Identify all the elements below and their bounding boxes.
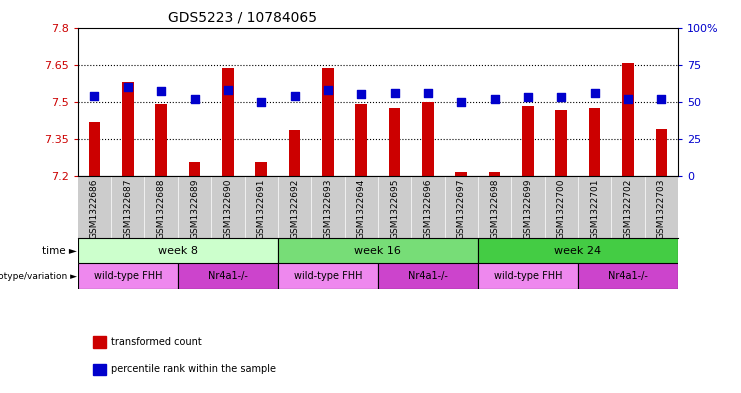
Point xyxy=(488,95,500,102)
Point xyxy=(188,95,200,102)
Text: genotype/variation ►: genotype/variation ► xyxy=(0,272,77,281)
Bar xyxy=(89,123,100,176)
Bar xyxy=(389,108,400,176)
Text: GSM1322686: GSM1322686 xyxy=(90,179,99,239)
Bar xyxy=(622,63,634,176)
Text: GSM1322688: GSM1322688 xyxy=(156,179,166,239)
Point xyxy=(355,91,367,97)
Point xyxy=(655,95,667,102)
Bar xyxy=(178,263,278,289)
Text: GSM1322692: GSM1322692 xyxy=(290,179,299,239)
Text: transformed count: transformed count xyxy=(111,337,202,347)
Bar xyxy=(478,263,578,289)
Point xyxy=(255,98,267,105)
Bar xyxy=(256,162,267,176)
Point xyxy=(122,84,133,90)
Text: wild-type FHH: wild-type FHH xyxy=(293,271,362,281)
Text: wild-type FHH: wild-type FHH xyxy=(93,271,162,281)
Bar xyxy=(278,263,378,289)
Point xyxy=(222,86,234,93)
Text: time ►: time ► xyxy=(42,246,77,256)
Bar xyxy=(589,108,600,176)
Text: wild-type FHH: wild-type FHH xyxy=(494,271,562,281)
Bar xyxy=(556,110,567,176)
Bar xyxy=(578,263,678,289)
Text: GSM1322689: GSM1322689 xyxy=(190,179,199,239)
Bar xyxy=(489,172,500,176)
Text: week 16: week 16 xyxy=(354,246,402,256)
Bar xyxy=(78,263,178,289)
Text: week 8: week 8 xyxy=(158,246,198,256)
Text: GSM1322697: GSM1322697 xyxy=(456,179,466,239)
Text: Nr4a1-/-: Nr4a1-/- xyxy=(408,271,448,281)
Point xyxy=(622,95,634,102)
Point xyxy=(422,90,434,96)
Text: GSM1322702: GSM1322702 xyxy=(623,179,633,239)
Bar xyxy=(156,104,167,176)
Point xyxy=(322,86,333,93)
Bar xyxy=(289,130,300,176)
Text: week 24: week 24 xyxy=(554,246,602,256)
Text: GSM1322690: GSM1322690 xyxy=(223,179,233,239)
Point xyxy=(455,98,467,105)
Text: GSM1322700: GSM1322700 xyxy=(556,179,566,239)
Bar xyxy=(222,68,233,176)
Point xyxy=(88,92,100,99)
Bar xyxy=(522,107,534,176)
Bar xyxy=(189,162,200,176)
Text: GSM1322687: GSM1322687 xyxy=(123,179,133,239)
Text: GSM1322698: GSM1322698 xyxy=(490,179,499,239)
Bar xyxy=(478,238,678,263)
Bar xyxy=(78,238,278,263)
Bar xyxy=(356,104,367,176)
Point xyxy=(155,88,167,94)
Bar xyxy=(656,129,667,176)
Bar xyxy=(456,172,467,176)
Text: GSM1322693: GSM1322693 xyxy=(323,179,333,239)
Bar xyxy=(122,82,133,176)
Bar xyxy=(378,263,478,289)
Text: Nr4a1-/-: Nr4a1-/- xyxy=(208,271,247,281)
Text: GSM1322694: GSM1322694 xyxy=(356,179,366,239)
Text: GSM1322695: GSM1322695 xyxy=(390,179,399,239)
Bar xyxy=(278,238,478,263)
Point xyxy=(522,94,534,100)
Point xyxy=(556,94,568,100)
Text: Nr4a1-/-: Nr4a1-/- xyxy=(608,271,648,281)
Text: GSM1322691: GSM1322691 xyxy=(256,179,266,239)
Bar xyxy=(422,101,433,176)
Text: GSM1322703: GSM1322703 xyxy=(657,179,666,239)
Text: GSM1322696: GSM1322696 xyxy=(423,179,433,239)
Point xyxy=(588,90,600,96)
Bar xyxy=(322,68,333,176)
Text: GSM1322699: GSM1322699 xyxy=(523,179,533,239)
Text: percentile rank within the sample: percentile rank within the sample xyxy=(111,364,276,375)
Text: GSM1322701: GSM1322701 xyxy=(590,179,599,239)
Point xyxy=(388,90,400,96)
Point xyxy=(289,92,301,99)
Text: GDS5223 / 10784065: GDS5223 / 10784065 xyxy=(167,11,317,25)
